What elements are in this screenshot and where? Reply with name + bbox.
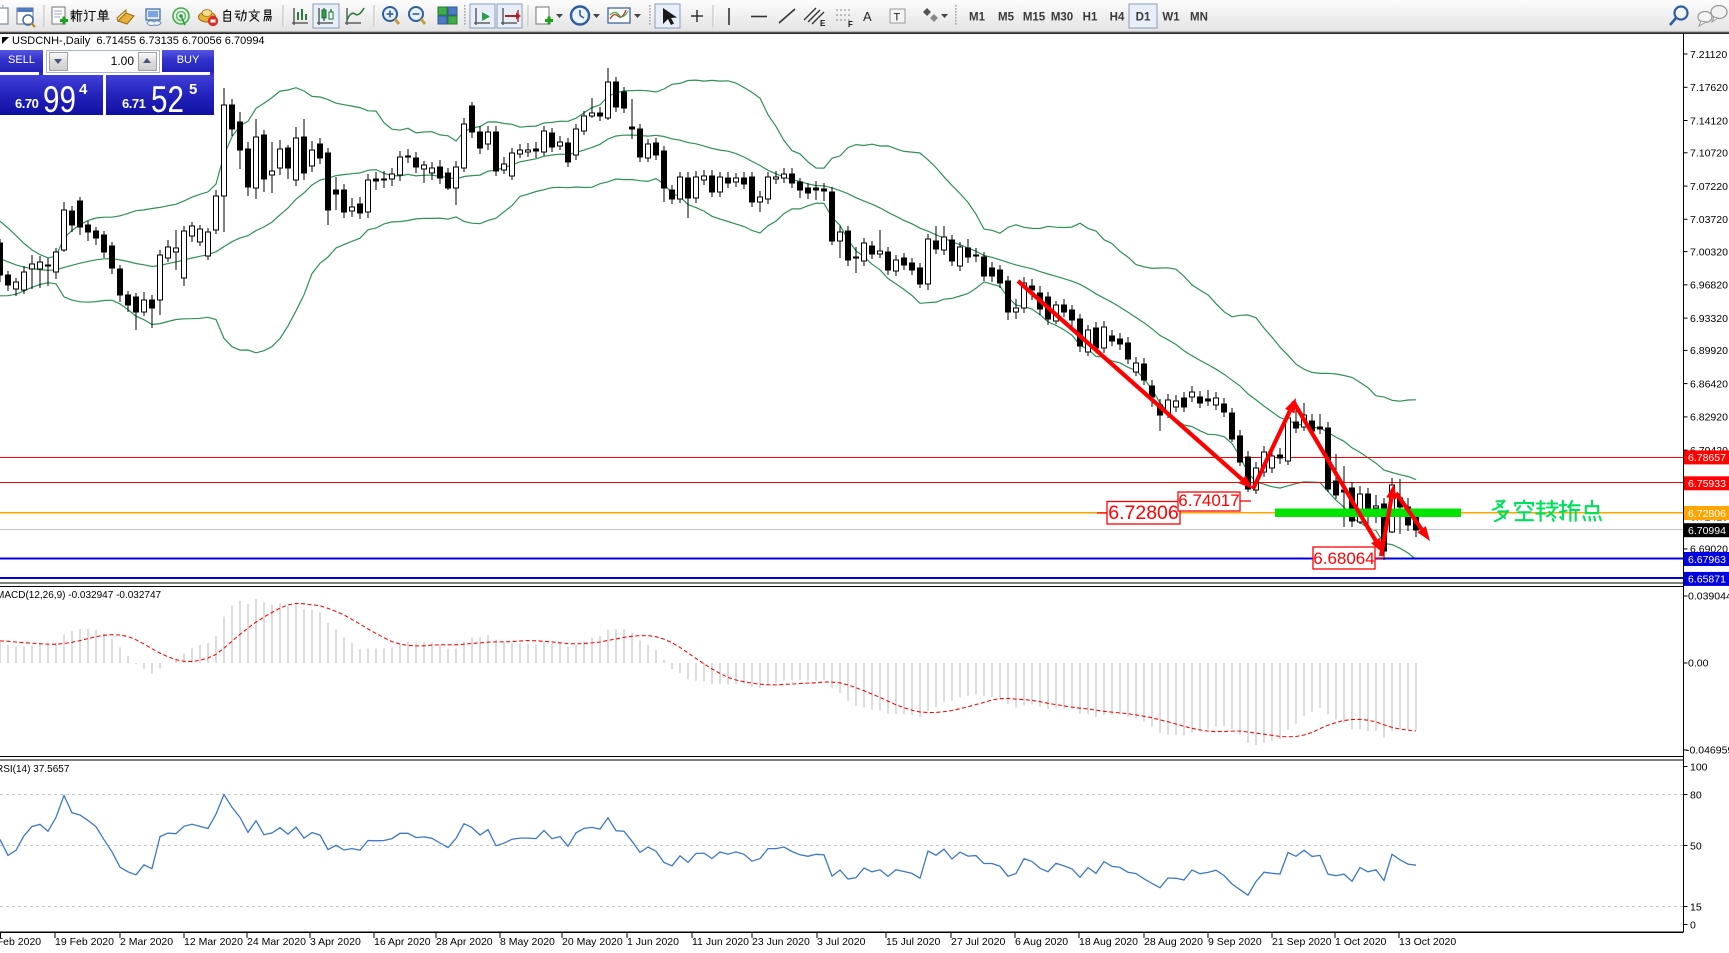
svg-text:23 Jun 2020: 23 Jun 2020: [752, 936, 810, 948]
svg-text:11 Jun 2020: 11 Jun 2020: [692, 936, 749, 948]
svg-text:15: 15: [1690, 901, 1702, 913]
svg-text:7.10720: 7.10720: [1690, 148, 1728, 160]
svg-text:H4: H4: [1110, 12, 1125, 24]
svg-text:6.68064: 6.68064: [1313, 549, 1374, 568]
svg-text:21 Sep 2020: 21 Sep 2020: [1272, 936, 1332, 948]
svg-text:12 Mar 2020: 12 Mar 2020: [184, 936, 243, 948]
svg-text:7.03720: 7.03720: [1690, 214, 1728, 226]
svg-text:19 Feb 2020: 19 Feb 2020: [55, 936, 114, 948]
svg-text:3 Jul 2020: 3 Jul 2020: [817, 936, 866, 948]
svg-text:0.00: 0.00: [1688, 658, 1709, 670]
svg-text:6.65871: 6.65871: [1688, 574, 1726, 586]
svg-text:13 Oct 2020: 13 Oct 2020: [1399, 936, 1456, 948]
svg-text:100: 100: [1690, 761, 1708, 773]
svg-text:50: 50: [1690, 840, 1702, 852]
svg-text:15 Jul 2020: 15 Jul 2020: [886, 936, 940, 948]
svg-text:T: T: [894, 12, 901, 24]
svg-text:6.96820: 6.96820: [1690, 280, 1728, 292]
svg-text:9 Sep 2020: 9 Sep 2020: [1208, 936, 1262, 948]
svg-text:3 Apr 2020: 3 Apr 2020: [310, 936, 361, 948]
svg-text:2 Mar 2020: 2 Mar 2020: [120, 936, 173, 948]
svg-text:M1: M1: [969, 12, 986, 24]
svg-text:H1: H1: [1083, 12, 1098, 24]
svg-text:28 Aug 2020: 28 Aug 2020: [1144, 936, 1203, 948]
svg-text:MACD(12,26,9) -0.032947 -0.032: MACD(12,26,9) -0.032947 -0.032747: [0, 590, 162, 601]
svg-text:F: F: [848, 20, 853, 29]
svg-text:0.039044: 0.039044: [1688, 591, 1729, 603]
svg-text:18 Aug 2020: 18 Aug 2020: [1079, 936, 1138, 948]
svg-text:7.21120: 7.21120: [1690, 49, 1727, 61]
svg-text:7.14120: 7.14120: [1690, 115, 1728, 127]
svg-text:6.89920: 6.89920: [1690, 345, 1728, 357]
svg-text:8 May 2020: 8 May 2020: [500, 936, 555, 948]
svg-text:USDCNH-,Daily 6.71455 6.73135: USDCNH-,Daily 6.71455 6.73135 6.70056 6.…: [12, 35, 265, 47]
svg-text:D1: D1: [1136, 12, 1151, 24]
svg-text:6.82920: 6.82920: [1690, 412, 1728, 424]
svg-text:-0.046959: -0.046959: [1686, 745, 1729, 757]
svg-text:27 Jul 2020: 27 Jul 2020: [951, 936, 1005, 948]
svg-text:1 Oct 2020: 1 Oct 2020: [1335, 936, 1387, 948]
svg-text:6.72806: 6.72806: [1108, 502, 1179, 524]
svg-text:W1: W1: [1162, 12, 1180, 24]
svg-text:7.00320: 7.00320: [1690, 246, 1728, 258]
svg-text:RSI(14) 37.5657: RSI(14) 37.5657: [0, 764, 70, 775]
svg-text:6.74017: 6.74017: [1178, 491, 1239, 510]
svg-text:6 Aug 2020: 6 Aug 2020: [1015, 936, 1068, 948]
svg-text:0: 0: [1690, 919, 1696, 931]
svg-text:M5: M5: [998, 12, 1015, 24]
svg-text:E: E: [820, 19, 826, 28]
svg-text:6.67963: 6.67963: [1688, 554, 1726, 566]
svg-text:6.78657: 6.78657: [1688, 452, 1726, 464]
svg-text:M15: M15: [1023, 12, 1046, 24]
svg-text:6.86420: 6.86420: [1690, 378, 1728, 390]
svg-text:7.07220: 7.07220: [1690, 181, 1728, 193]
svg-text:6.70994: 6.70994: [1688, 525, 1726, 537]
svg-text:1 Jun 2020: 1 Jun 2020: [627, 936, 679, 948]
svg-text:6.75933: 6.75933: [1688, 478, 1726, 490]
svg-text:28 Apr 2020: 28 Apr 2020: [436, 936, 493, 948]
svg-text:M30: M30: [1051, 12, 1073, 24]
svg-text:16 Apr 2020: 16 Apr 2020: [374, 936, 431, 948]
svg-text:6.72806: 6.72806: [1688, 508, 1726, 520]
svg-text:7 Feb 2020: 7 Feb 2020: [0, 936, 41, 948]
svg-text:7.17620: 7.17620: [1690, 82, 1728, 94]
svg-text:A: A: [863, 9, 872, 24]
svg-text:6.93320: 6.93320: [1690, 313, 1728, 325]
svg-text:80: 80: [1690, 789, 1702, 801]
svg-text:MN: MN: [1190, 12, 1208, 24]
svg-text:20 May 2020: 20 May 2020: [562, 936, 623, 948]
svg-text:24 Mar 2020: 24 Mar 2020: [247, 936, 306, 948]
